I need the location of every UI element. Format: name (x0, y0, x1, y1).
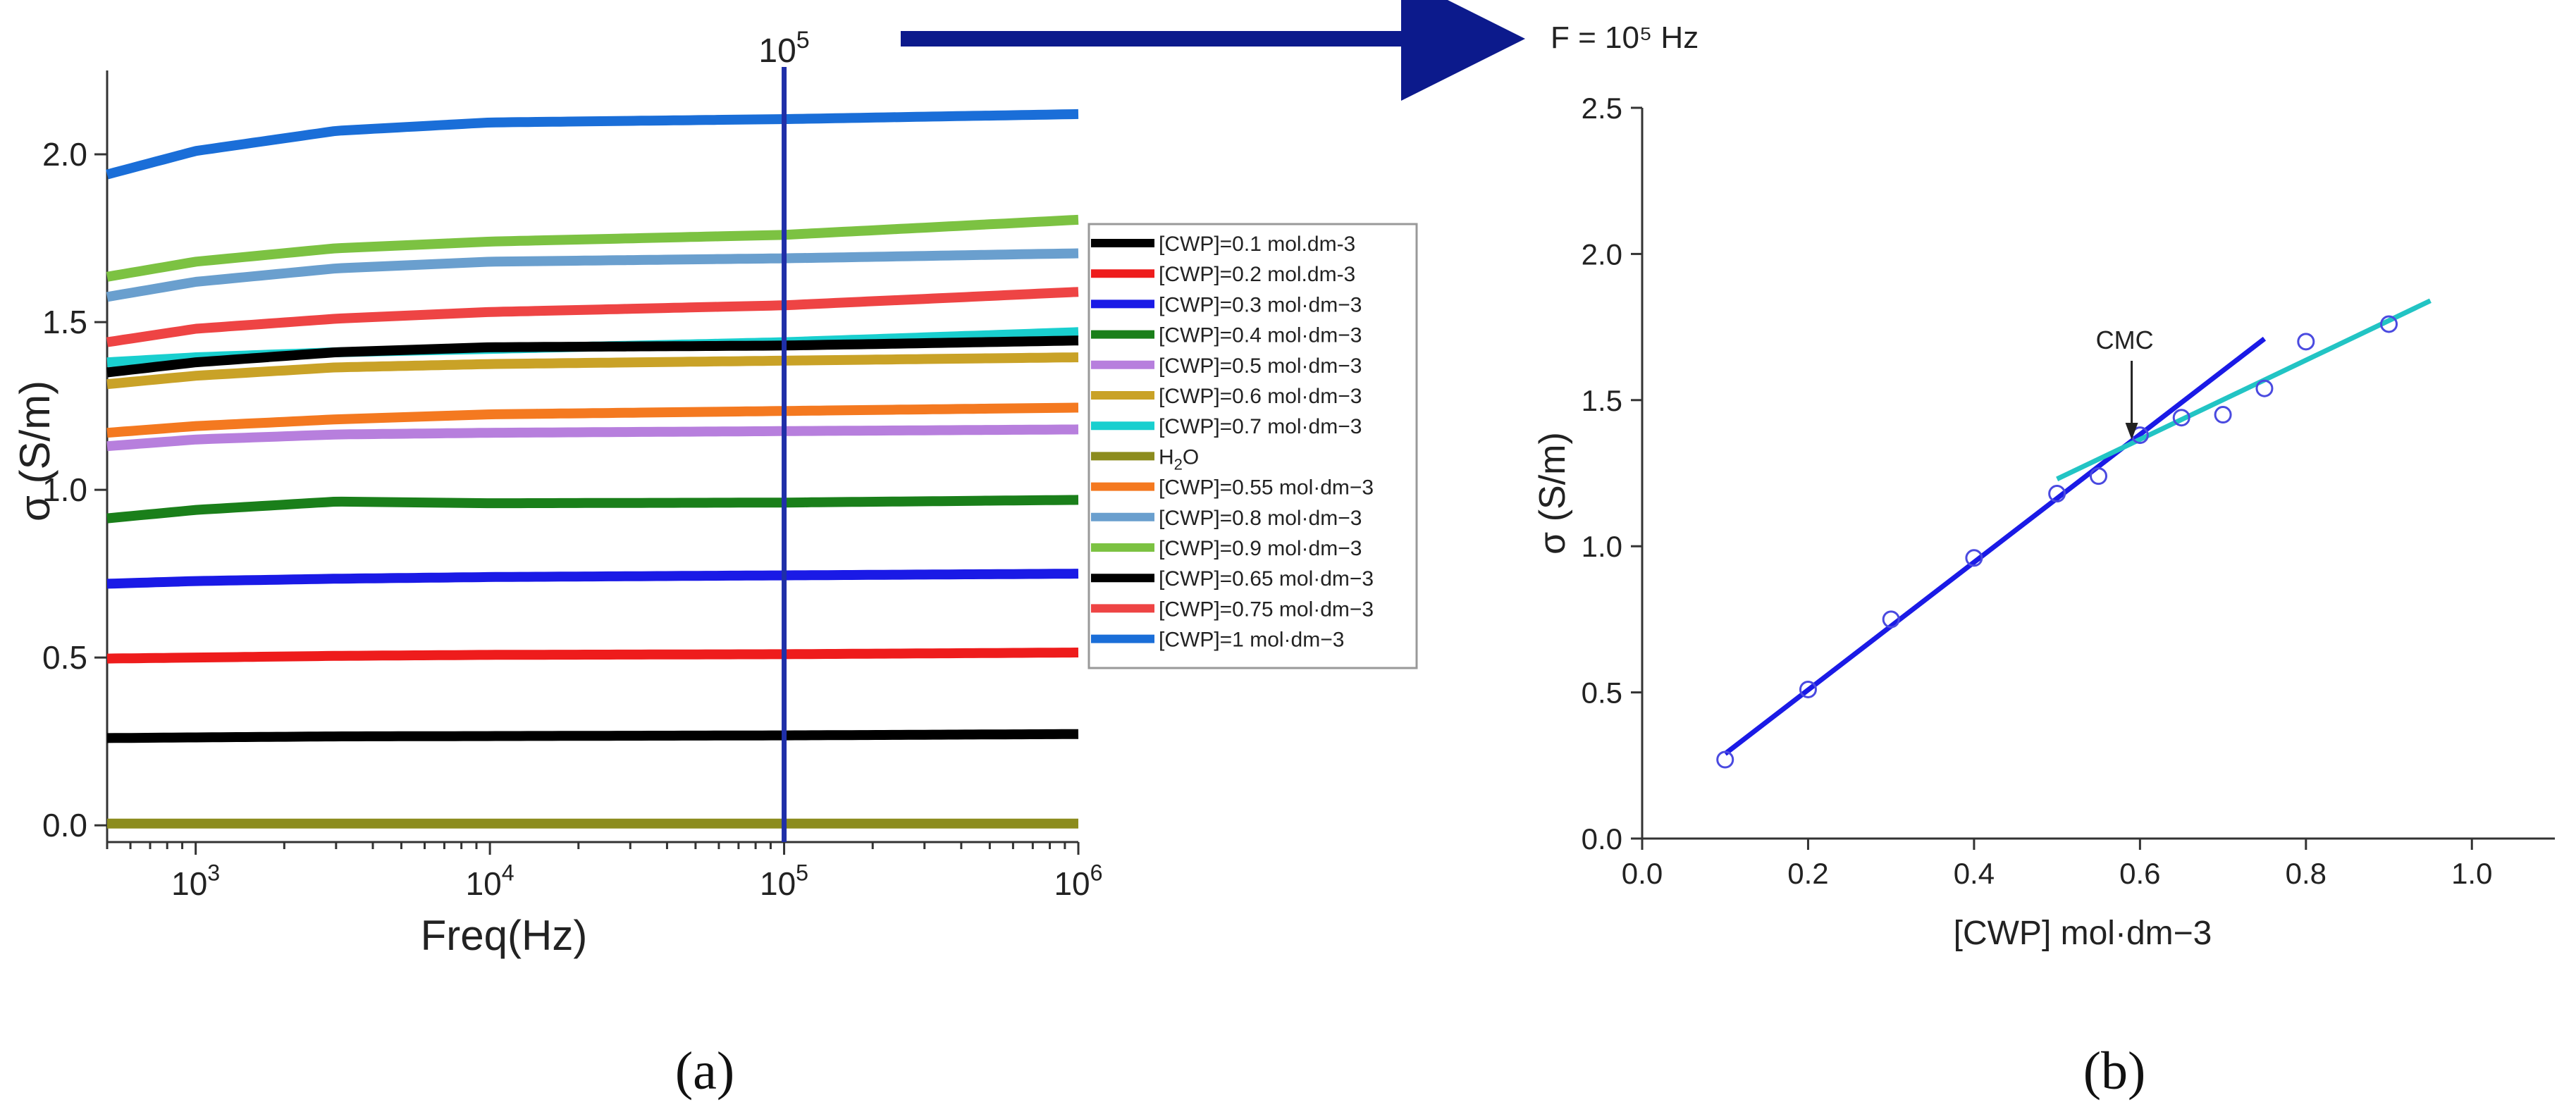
chart-b-x-tick-label: 1.0 (2451, 857, 2492, 890)
chart-b-y-tick-label: 1.5 (1582, 384, 1622, 417)
chart-a: 0.0 0.5 1.0 1.5 2.0 103 104 105 106 105 Freq(Hz… (11, 27, 1418, 959)
chart-b-x-tick-label: 0.0 (1622, 857, 1663, 890)
chart-b-y-tick-label: 0.0 (1582, 822, 1622, 855)
chart-a-legend-label: H2O (1159, 445, 1199, 473)
chart-a-legend: [CWP]=0.1 mol.dm-3 [CWP]=0.2 mol.dm-3 [CWP… (1091, 233, 1374, 652)
chart-b-point (2297, 333, 2315, 351)
chart-b-point (1882, 610, 1900, 629)
chart-a-series-line (106, 352, 1079, 390)
chart-b-point (1799, 680, 1817, 698)
chart-a-y-tick-label: 2.0 (42, 136, 87, 173)
chart-b-point (2090, 467, 2107, 486)
chart-b-point (2380, 315, 2398, 333)
chart-b-point (1965, 549, 1983, 567)
chart-a-series-line (106, 335, 1079, 378)
chart-b-x-tick-label: 0.8 (2286, 857, 2327, 890)
chart-a-legend-label: [CWP]=0.55 mol·dm−3 (1159, 476, 1374, 500)
chart-b-y-tick-label: 1.0 (1582, 530, 1622, 563)
chart-b-ylabel: σ (S/m) (1532, 432, 1573, 555)
chart-b-x-tick-label: 0.6 (2119, 857, 2160, 890)
chart-a-y-tick-label: 1.5 (42, 304, 87, 340)
chart-a-series-line (106, 287, 1079, 347)
chart-a-legend-label: [CWP]=0.6 mol·dm−3 (1159, 385, 1362, 408)
chart-b-point (2214, 406, 2232, 424)
chart-b-cmc-annotation: CMC (2096, 326, 2154, 354)
chart-b-y-tick-label: 0.5 (1582, 676, 1622, 710)
chart-a-legend-label: [CWP]=0.75 mol·dm−3 (1159, 598, 1374, 621)
chart-b-x-tick-label: 0.2 (1787, 857, 1828, 890)
chart-b-x-tick-label: 0.4 (1954, 857, 1995, 890)
chart-a-x-tick-label: 106 (1054, 860, 1102, 902)
chart-b-point (2255, 379, 2274, 397)
chart-a-series-line (106, 648, 1079, 664)
chart-b-point (2172, 409, 2190, 427)
chart-a-legend-label: [CWP]=0.7 mol·dm−3 (1159, 415, 1362, 438)
panel-label-b: (b) (2083, 1041, 2146, 1101)
panel-label-a: (a) (675, 1041, 734, 1101)
chart-b-title: F = 10⁵ Hz (1551, 20, 1699, 55)
chart-a-x-tick-label: 103 (171, 860, 220, 902)
chart-b-fit-line (2056, 298, 2432, 481)
chart-a-legend-label: [CWP]=0.5 mol·dm−3 (1159, 354, 1362, 378)
chart-a-x-tick-label: 105 (760, 860, 808, 902)
chart-a-series-line (106, 729, 1079, 743)
chart-a-y-tick-label: 1.0 (42, 471, 87, 508)
chart-a-y-tick-label: 0.5 (42, 639, 87, 676)
chart-a-x-tick-label: 104 (466, 860, 514, 902)
chart-a-legend-box (1087, 223, 1418, 669)
chart-b: F = 10⁵ Hz 0.0 0.5 1.0 1.5 2.0 2.5 0.0 0.2 0.4 0… (1532, 20, 2555, 952)
chart-b-fit-line (1723, 336, 2267, 756)
chart-a-series-line (106, 424, 1079, 452)
chart-a-series-line (106, 569, 1079, 589)
chart-a-series-line (106, 402, 1079, 438)
chart-b-cmc-arrowhead (2125, 423, 2138, 440)
chart-a-legend-label: [CWP]=0.2 mol.dm-3 (1159, 263, 1355, 286)
chart-a-series-line (106, 109, 1079, 180)
chart-a-y-tick-label: 0.0 (42, 807, 87, 843)
chart-a-xlabel: Freq(Hz) (421, 912, 588, 959)
chart-a-legend-label: [CWP]=0.8 mol·dm−3 (1159, 507, 1362, 530)
chart-a-legend-label: [CWP]=0.3 mol·dm−3 (1159, 293, 1362, 316)
chart-b-xlabel: [CWP] mol·dm−3 (1954, 915, 2212, 952)
chart-a-series-line (106, 248, 1079, 302)
chart-a-legend-label: [CWP]=1 mol·dm−3 (1159, 629, 1344, 652)
chart-b-y-tick-label: 2.5 (1582, 92, 1622, 125)
chart-a-legend-label: [CWP]=0.9 mol·dm−3 (1159, 537, 1362, 560)
chart-a-series-line (106, 495, 1079, 524)
chart-b-point (1716, 750, 1734, 769)
chart-a-ylabel: σ (S/m) (11, 381, 58, 521)
chart-a-marker-label: 105 (758, 27, 809, 70)
chart-a-legend-label: [CWP]=0.4 mol·dm−3 (1159, 324, 1362, 347)
chart-a-legend-label: [CWP]=0.65 mol·dm−3 (1159, 567, 1374, 591)
chart-a-legend-label: [CWP]=0.1 mol.dm-3 (1159, 233, 1355, 256)
chart-b-point (2048, 485, 2066, 503)
chart-a-series-line (106, 214, 1079, 282)
chart-b-y-tick-label: 2.0 (1582, 237, 1622, 271)
